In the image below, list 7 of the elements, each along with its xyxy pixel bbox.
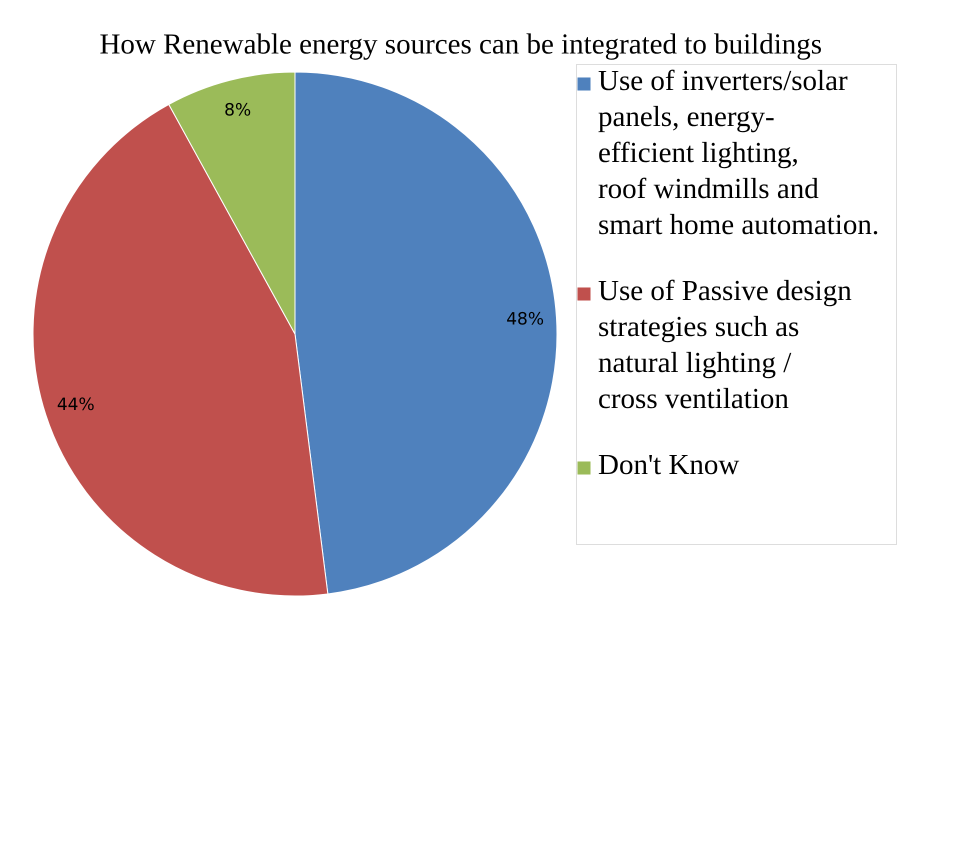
legend-label: Use of inverters/solar panels, energy-efficient lighting, roof windmills and smart home automation.: [598, 65, 880, 241]
chart-title: How Renewable energy sources can be integrated to buildings: [99, 28, 822, 60]
data-label: 48%: [506, 310, 544, 330]
legend-label: Use of Passive design strategies such as natural lighting / cross ventilation: [598, 275, 852, 415]
data-label: 8%: [224, 100, 252, 121]
data-label: 44%: [56, 395, 95, 416]
legend-label: Don't Know: [598, 449, 740, 481]
